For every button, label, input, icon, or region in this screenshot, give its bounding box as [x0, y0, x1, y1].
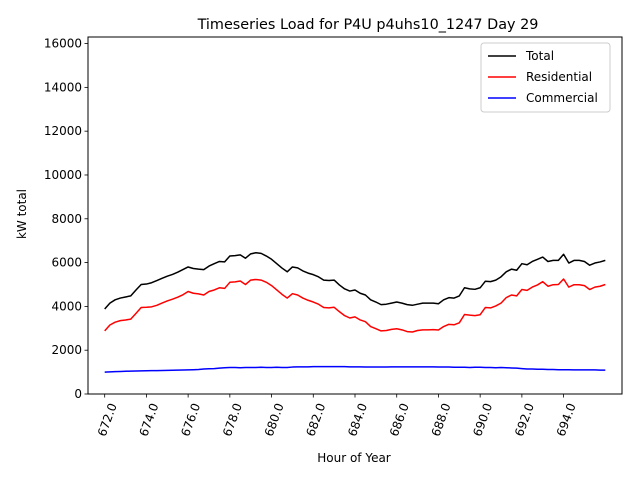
legend-label-commercial: Commercial	[526, 91, 598, 105]
y-tick-label: 2000	[51, 343, 82, 357]
series-line-residential	[104, 278, 606, 333]
x-axis-label: Hour of Year	[317, 451, 391, 465]
series-line-total	[104, 251, 606, 310]
y-tick-label: 6000	[51, 256, 82, 270]
series-line-commercial	[104, 365, 606, 373]
y-tick-label: 8000	[51, 212, 82, 226]
legend-label-residential: Residential	[526, 70, 592, 84]
legend-label-total: Total	[525, 49, 554, 63]
y-axis-ticks: 0 2000 4000 6000 8000 10000 12000 14000 16000	[44, 37, 88, 401]
legend-box	[480, 42, 611, 113]
chart-title: Timeseries Load for P4U p4uhs10_1247 Day…	[197, 17, 539, 33]
y-tick-label: 12000	[44, 124, 82, 138]
plot-frame	[87, 36, 623, 395]
legend: Total Residential Commercial	[480, 42, 611, 113]
y-tick-label: 0	[74, 387, 82, 401]
series-layer	[104, 251, 606, 373]
y-axis-label: kW total	[15, 189, 29, 239]
y-tick-label: 10000	[44, 168, 82, 182]
y-tick-label: 4000	[51, 299, 82, 313]
y-tick-label: 16000	[44, 37, 82, 51]
y-tick-label: 14000	[44, 80, 82, 94]
legend-entries: Total Residential Commercial	[488, 49, 598, 105]
